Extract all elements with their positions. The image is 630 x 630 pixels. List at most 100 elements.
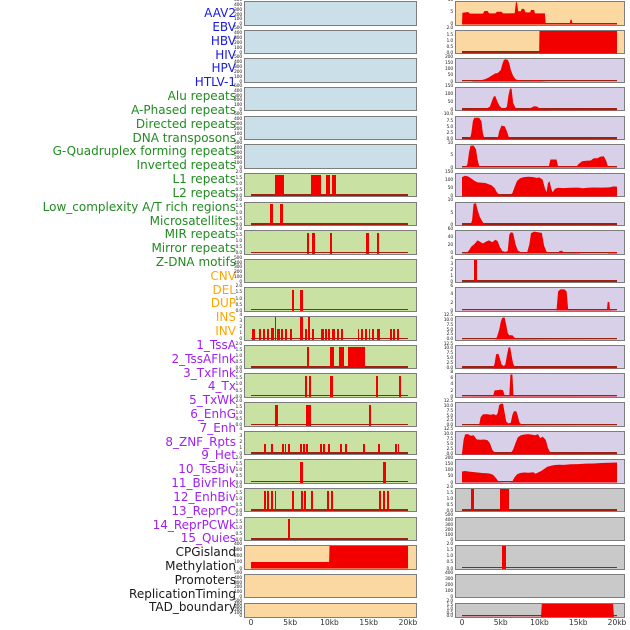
- track-label: HPV: [211, 61, 236, 76]
- track-panel: [455, 545, 625, 570]
- track-label: DEL: [212, 282, 236, 297]
- y-tick-label: 400: [445, 570, 453, 576]
- y-tick-label: 10: [447, 198, 454, 204]
- y-tick-label: 300: [234, 548, 242, 554]
- signal-area-path: [462, 347, 617, 369]
- y-tick-label: 300: [234, 93, 242, 99]
- signal-bar: [302, 443, 305, 455]
- y-tick-label: 400: [234, 602, 242, 608]
- signal-area-path: [462, 88, 617, 111]
- y-tick-label: 7.5: [446, 351, 453, 357]
- y-tick-label: 1.5: [446, 603, 453, 609]
- y-tick-label: 0: [239, 337, 242, 343]
- y-tick-label: 300: [234, 7, 242, 13]
- signal-bar: [329, 375, 333, 397]
- y-tick-label: 0: [239, 566, 242, 572]
- signal-bar: [290, 329, 292, 340]
- signal-area-path: [462, 175, 617, 197]
- y-tick-label: 0: [239, 22, 242, 28]
- y-tick-label: 2.0: [446, 484, 453, 490]
- signal-bar: [471, 488, 475, 512]
- signal-area: [462, 231, 617, 254]
- y-tick-label: 5: [450, 153, 453, 159]
- track-panel: [244, 602, 417, 618]
- y-tick-label: 2.0: [235, 226, 242, 232]
- y-tick-label: 200: [234, 554, 242, 560]
- signal-baseline: [462, 165, 617, 168]
- y-tick-label: 3: [450, 261, 453, 267]
- y-tick-label: 100: [445, 67, 453, 73]
- signal-bar: [502, 546, 507, 569]
- signal-bar: [284, 443, 287, 455]
- track-panel: [244, 402, 417, 427]
- y-tick-label: 300: [234, 36, 242, 42]
- y-tick-label: 0.0: [235, 394, 242, 400]
- y-tick-label: 1.0: [446, 38, 453, 44]
- signal-baseline: [251, 538, 408, 540]
- y-tick-label: 1.5: [235, 290, 242, 296]
- y-tick-label: 400: [234, 542, 242, 548]
- track-label: CNV: [210, 268, 236, 283]
- signal-bar: [280, 329, 283, 340]
- y-tick-label: 0: [450, 595, 453, 601]
- y-tick-label: 300: [234, 605, 242, 611]
- y-tick-label: 1.5: [235, 347, 242, 353]
- y-tick-label: 20: [447, 243, 454, 249]
- track-panel: [244, 258, 417, 284]
- y-tick-label: 0.5: [446, 44, 453, 50]
- y-tick-label: 2.5: [446, 130, 453, 136]
- track-panel: [244, 459, 417, 484]
- signal-area-path: [462, 202, 617, 225]
- y-tick-label: 0: [450, 22, 453, 28]
- signal-baseline: [462, 79, 617, 82]
- x-tick-label: 5kb: [493, 618, 508, 627]
- signal-baseline: [462, 337, 617, 340]
- y-tick-label: 50: [447, 73, 454, 79]
- y-tick-label: 3: [239, 433, 242, 439]
- signal-area-path: [462, 59, 617, 82]
- track-panel: [455, 287, 625, 312]
- signal-bar: [398, 375, 401, 397]
- track-panel: [244, 1, 417, 26]
- track-label: ReplicationTiming: [129, 586, 236, 601]
- y-tick-label: 1.0: [235, 525, 242, 531]
- signal-bar: [324, 329, 328, 340]
- y-tick-label: 100: [234, 611, 242, 617]
- y-tick-label: 200: [234, 127, 242, 133]
- y-tick-label: 0.5: [235, 388, 242, 394]
- y-tick-label: 400: [234, 260, 242, 266]
- signal-bar: [264, 490, 267, 512]
- signal-bar: [360, 329, 363, 340]
- y-tick-label: 4: [450, 255, 453, 261]
- y-tick-label: 200: [445, 582, 453, 588]
- y-tick-label: 400: [234, 31, 242, 37]
- y-tick-label: 0: [450, 194, 453, 200]
- y-tick-label: 2.0: [235, 284, 242, 290]
- y-tick-label: 500: [234, 112, 242, 118]
- signal-bar: [280, 204, 283, 225]
- y-tick-label: 0.0: [446, 366, 453, 372]
- y-tick-label: 0: [239, 108, 242, 114]
- y-tick-label: 1.0: [235, 353, 242, 359]
- y-tick-label: 100: [234, 103, 242, 109]
- y-tick-label: 200: [234, 12, 242, 18]
- signal-bar: [281, 443, 284, 455]
- signal-area: [462, 317, 617, 340]
- signal-bar: [368, 404, 372, 426]
- signal-area: [462, 347, 617, 369]
- y-tick-label: 100: [234, 17, 242, 23]
- y-tick-label: 0: [239, 451, 242, 457]
- y-tick-label: 4: [450, 292, 453, 298]
- y-tick-label: 400: [234, 2, 242, 8]
- y-tick-label: 400: [234, 88, 242, 94]
- signal-bar: [301, 490, 304, 512]
- track-label: 13_ReprPC: [171, 503, 236, 518]
- signal-bar: [269, 204, 273, 225]
- signal-bar: [300, 461, 303, 483]
- y-tick-label: 2.0: [235, 198, 242, 204]
- x-tick-label: 10kb: [530, 618, 549, 627]
- signal-bar: [366, 232, 370, 254]
- signal-bar: [368, 329, 371, 340]
- y-tick-label: 1.5: [446, 548, 453, 554]
